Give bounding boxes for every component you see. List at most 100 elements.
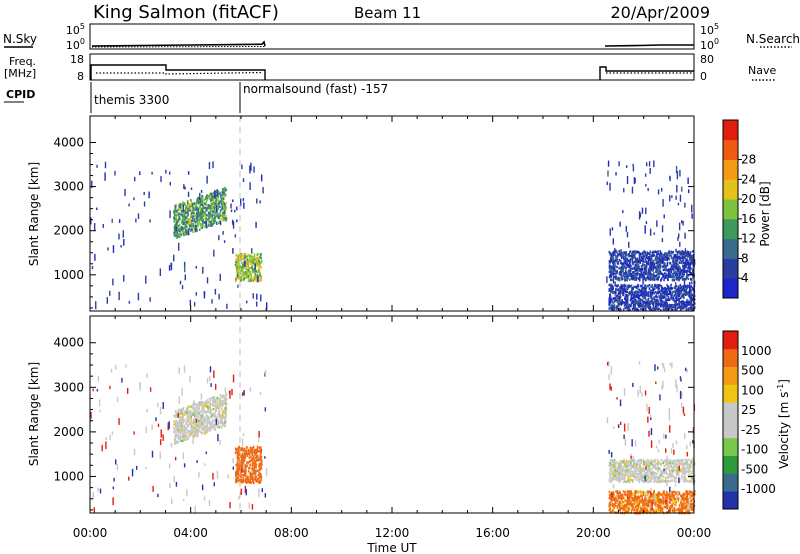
- power-cell: [189, 209, 191, 212]
- velocity-cell: [639, 458, 642, 462]
- power-cell: [642, 289, 645, 292]
- power-speckle-cell: [219, 220, 222, 226]
- velocity-cell: [192, 429, 195, 432]
- power-cell: [663, 272, 666, 275]
- power-cell: [637, 267, 640, 271]
- power-cell: [615, 287, 617, 291]
- power-cell: [220, 207, 223, 211]
- power-cell: [639, 276, 642, 279]
- velocity-cell: [208, 401, 210, 404]
- power-cell: [674, 266, 676, 269]
- power-cell: [636, 276, 638, 280]
- power-cell: [663, 268, 666, 272]
- power-cell: [610, 266, 613, 269]
- power-speckle-cell: [250, 162, 252, 171]
- velocity-cell: [218, 410, 221, 414]
- power-speckle-cell: [187, 171, 190, 175]
- power-cell: [185, 229, 187, 232]
- power-cell: [658, 296, 661, 299]
- power-cell: [624, 271, 627, 274]
- power-cell: [664, 292, 666, 296]
- velocity-cell: [689, 464, 691, 468]
- power-cell: [687, 303, 690, 306]
- power-cell: [667, 252, 670, 255]
- velocity-cell: [196, 424, 199, 427]
- power-cell: [250, 273, 252, 277]
- power-cell: [682, 269, 685, 272]
- velocity-cell: [179, 432, 182, 436]
- power-cell: [665, 287, 668, 291]
- power-cell: [678, 277, 681, 280]
- power-cell: [689, 270, 691, 274]
- power-speckle-cell: [631, 257, 634, 264]
- velocity-cell: [689, 462, 692, 465]
- power-cell: [181, 222, 184, 226]
- velocity-cell: [220, 425, 223, 429]
- power-cell: [655, 255, 657, 258]
- power-cell: [624, 284, 627, 288]
- power-cell: [225, 219, 227, 222]
- velocity-cell: [635, 470, 637, 473]
- power-cell: [202, 205, 205, 208]
- power-cell: [664, 276, 666, 280]
- power-cell: [239, 265, 242, 268]
- power-cell: [608, 275, 611, 279]
- power-cell: [659, 264, 662, 268]
- power-cell: [634, 285, 637, 288]
- velocity-cell: [205, 403, 207, 407]
- velocity-cell: [617, 478, 619, 481]
- power-cell: [182, 213, 185, 216]
- velocity-cell: [221, 402, 224, 405]
- velocity-cell: [658, 474, 661, 477]
- velocity-cell: [219, 403, 222, 406]
- power-cell: [199, 206, 202, 210]
- power-cell: [661, 295, 663, 298]
- velocity-cell: [243, 459, 246, 463]
- velocity-cell: [179, 434, 182, 437]
- power-speckle-cell: [619, 287, 622, 290]
- power-cell: [619, 302, 621, 305]
- power-cell: [260, 266, 262, 269]
- power-cell: [180, 233, 182, 237]
- power-cell: [643, 250, 645, 253]
- power-cell: [614, 290, 617, 294]
- power-cell: [219, 201, 221, 204]
- power-cell: [647, 294, 650, 297]
- velocity-cell: [179, 437, 182, 440]
- power-cell: [663, 264, 665, 267]
- velocity-cell: [242, 470, 245, 473]
- velocity-cell: [211, 412, 214, 416]
- power-cell: [628, 278, 631, 281]
- power-cell: [681, 305, 684, 309]
- power-cell: [182, 202, 184, 205]
- power-speckle-cell: [232, 221, 235, 229]
- velocity-cell: [194, 424, 197, 428]
- power-cell: [186, 205, 188, 208]
- power-cell: [609, 307, 612, 310]
- power-speckle-cell: [123, 239, 125, 246]
- velocity-cell: [206, 405, 209, 408]
- velocity-cell: [642, 468, 645, 471]
- power-cell: [686, 287, 689, 290]
- power-cell: [237, 262, 239, 266]
- power-cell: [677, 295, 680, 298]
- power-cell: [671, 276, 674, 279]
- velocity-cell: [237, 479, 239, 483]
- power-cell: [655, 284, 658, 288]
- power-cell: [667, 298, 670, 302]
- velocity-cell: [209, 397, 211, 400]
- power-cell: [690, 289, 693, 292]
- velocity-cell: [642, 480, 645, 483]
- power-cell: [176, 226, 179, 230]
- power-cell: [676, 257, 679, 260]
- power-cell: [672, 265, 675, 268]
- power-speckle-cell: [93, 222, 96, 231]
- power-cell: [236, 276, 239, 280]
- velocity-cell: [182, 418, 185, 422]
- power-cell: [674, 259, 677, 262]
- velocity-cell: [182, 416, 184, 419]
- velocity-cell: [222, 422, 225, 425]
- power-cell: [639, 261, 641, 265]
- power-cell: [631, 286, 634, 290]
- power-cell: [666, 298, 669, 301]
